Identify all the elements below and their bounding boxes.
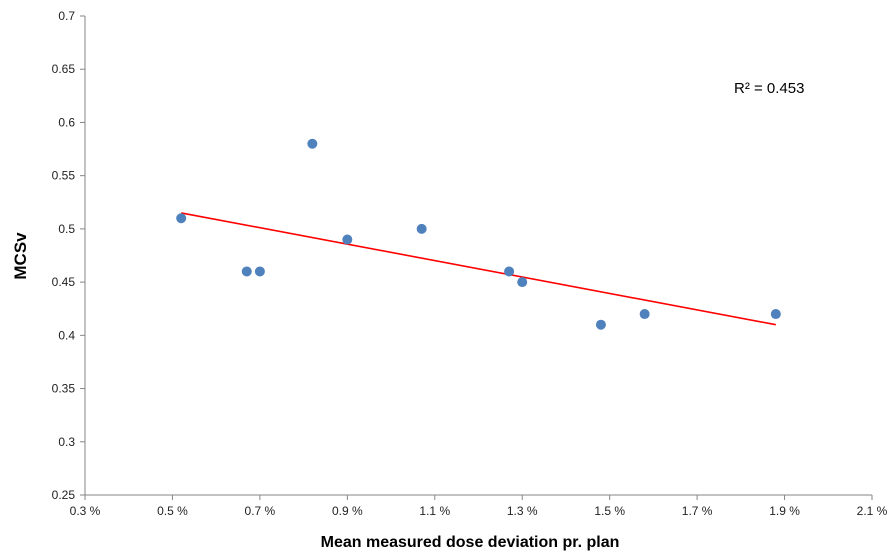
x-axis-title: Mean measured dose deviation pr. plan <box>321 534 620 551</box>
data-point <box>770 309 781 320</box>
x-tick-label: 0.9 % <box>332 504 363 518</box>
y-tick-label: 0.7 <box>58 9 75 23</box>
trendline <box>181 212 776 326</box>
x-tick-label: 2.1 % <box>857 504 888 518</box>
x-tick-label: 1.1 % <box>419 504 450 518</box>
y-tick-label: 0.5 <box>58 222 75 236</box>
y-tick-label: 0.55 <box>52 169 76 183</box>
data-point <box>504 266 515 277</box>
data-points <box>176 138 781 330</box>
data-point <box>595 319 606 330</box>
data-point <box>416 223 427 234</box>
trendline-group <box>181 212 776 326</box>
y-tick-label: 0.6 <box>58 115 75 129</box>
data-point <box>176 213 187 224</box>
data-point <box>241 266 252 277</box>
y-tick-label: 0.3 <box>58 435 75 449</box>
y-tick-label: 0.65 <box>52 62 76 76</box>
data-point <box>254 266 265 277</box>
x-tick-label: 0.5 % <box>157 504 188 518</box>
y-tick-label: 0.4 <box>58 328 75 342</box>
x-tick-label: 1.5 % <box>594 504 625 518</box>
data-point <box>342 234 353 245</box>
y-tick-label: 0.45 <box>52 275 76 289</box>
x-tick-label: 0.3 % <box>70 504 101 518</box>
y-tick-label: 0.35 <box>52 382 76 396</box>
axes: 0.25 0.3 0.35 0.4 0.45 0.5 0.55 0.6 0.65 0.7 0.3 %… <box>52 9 888 518</box>
x-tick-label: 0.7 % <box>245 504 276 518</box>
data-point <box>517 277 528 288</box>
data-point <box>307 138 318 149</box>
y-tick-label: 0.25 <box>52 488 76 502</box>
data-point <box>639 309 650 320</box>
y-axis-title: MCSv <box>11 232 30 280</box>
x-tick-label: 1.9 % <box>769 504 800 518</box>
x-tick-label: 1.3 % <box>507 504 538 518</box>
r-squared-annotation: R² = 0.453 <box>734 80 804 97</box>
x-tick-label: 1.7 % <box>682 504 713 518</box>
